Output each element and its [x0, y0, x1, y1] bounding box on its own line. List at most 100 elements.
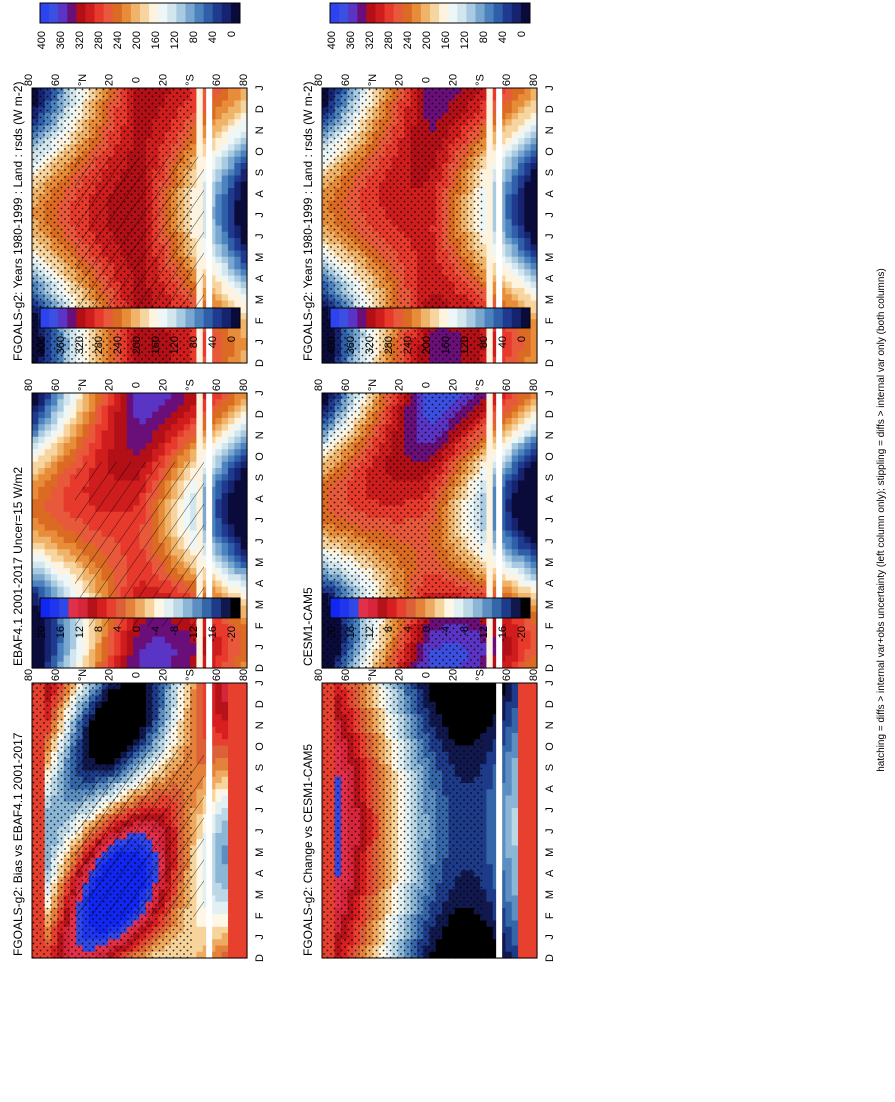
heatmap-cell	[38, 393, 46, 400]
heatmap-cell	[88, 393, 96, 400]
heatmap-cell	[240, 599, 248, 607]
heatmap-cell	[228, 169, 235, 177]
heatmap-cell	[524, 393, 532, 400]
heatmap-cell	[50, 474, 58, 482]
colorbar-swatch	[76, 308, 86, 328]
heatmap-cell	[228, 536, 235, 544]
heatmap-cell	[69, 418, 77, 425]
heatmap-cell	[221, 156, 229, 164]
heatmap-cell	[530, 169, 538, 177]
heatmap-cell	[63, 530, 71, 538]
heatmap-cell	[215, 536, 223, 544]
heatmap-cell	[511, 106, 519, 114]
heatmap-cell	[518, 188, 525, 195]
month-tick-label: S	[544, 169, 556, 176]
heatmap-cell	[215, 163, 223, 170]
heatmap-cell	[164, 418, 172, 425]
heatmap-cell	[524, 350, 532, 358]
heatmap-cell	[499, 231, 506, 239]
heatmap-cell	[480, 113, 488, 120]
heatmap-cell	[38, 530, 46, 538]
heatmap-cell	[228, 163, 235, 170]
heatmap-cell	[196, 344, 204, 352]
heatmap-cell	[76, 643, 84, 650]
heatmap-cell	[95, 430, 103, 438]
heatmap-cell	[69, 536, 77, 544]
heatmap-cell	[234, 250, 242, 258]
month-tick-label: A	[254, 274, 266, 282]
heatmap-cell	[511, 225, 519, 233]
heatmap-cell	[486, 250, 494, 258]
heatmap-cell	[524, 88, 532, 95]
heatmap-cell	[240, 100, 248, 108]
heatmap-cell	[57, 549, 65, 557]
heatmap-cell	[221, 486, 229, 494]
heatmap-cell	[505, 138, 513, 145]
heatmap-cell	[486, 144, 494, 152]
heatmap-cell	[38, 561, 46, 569]
heatmap-cell	[171, 399, 179, 407]
heatmap-cell	[228, 518, 235, 525]
heatmap-cell	[518, 344, 525, 352]
missing-band	[496, 88, 503, 363]
heatmap-cell	[215, 100, 223, 108]
heatmap-cell	[221, 536, 229, 544]
colorbar-swatch	[366, 3, 376, 23]
heatmap-cell	[486, 119, 494, 127]
heatmap-cell	[228, 393, 235, 400]
heatmap-cell	[44, 643, 52, 650]
heatmap-cell	[215, 468, 223, 475]
colorbar-swatch	[103, 308, 114, 328]
heatmap-cell	[524, 331, 532, 339]
heatmap-cell	[221, 586, 229, 594]
heatmap-cell	[38, 630, 46, 638]
heatmap-cell	[228, 568, 235, 575]
heatmap-cell	[486, 393, 494, 400]
heatmap-cell	[196, 661, 204, 669]
heatmap-cell	[63, 618, 71, 625]
heatmap-cell	[221, 300, 229, 308]
month-tick-label: A	[254, 494, 266, 502]
lat-tick-label: 20	[394, 74, 406, 86]
heatmap-cell	[505, 213, 513, 220]
heatmap-cell	[511, 269, 519, 277]
colorbar-tick-label: 120	[459, 31, 471, 49]
heatmap-cell	[57, 486, 65, 494]
colorbar-swatch	[212, 3, 223, 23]
colorbar-tick-label: 240	[402, 31, 414, 49]
colorbar: 400 360 320 280 240 200 160 120 80 40 0	[326, 2, 531, 49]
heatmap-cell	[164, 443, 172, 450]
heatmap-cell	[505, 144, 513, 152]
colorbar-swatch	[167, 3, 177, 23]
heatmap-cell	[107, 636, 115, 644]
heatmap-cell	[215, 511, 223, 519]
heatmap-cell	[209, 256, 216, 264]
heatmap-cell	[107, 630, 115, 638]
heatmap-cell	[209, 169, 216, 177]
heatmap-cell	[221, 449, 229, 457]
heatmap-cell	[221, 618, 229, 625]
heatmap-cell	[530, 443, 538, 450]
heatmap-cell	[221, 125, 229, 133]
heatmap-cell	[57, 393, 65, 400]
heatmap-cell	[524, 269, 532, 277]
heatmap-cell	[209, 499, 216, 507]
heatmap-cell	[228, 455, 235, 463]
heatmap-cell	[32, 418, 39, 425]
heatmap-cell	[530, 306, 538, 314]
heatmap-cell	[57, 636, 65, 644]
heatmap-cell	[152, 649, 160, 657]
colorbar-swatch	[348, 3, 358, 23]
heatmap-cell	[234, 530, 242, 538]
heatmap-cell	[152, 393, 160, 400]
month-tick-label: D	[254, 664, 266, 672]
heatmap-cell	[511, 125, 519, 133]
colorbar-tick-label: 160	[150, 31, 162, 49]
heatmap-cell	[240, 94, 248, 102]
heatmap-cell	[228, 461, 235, 469]
heatmap-cell	[209, 88, 216, 95]
heatmap-cell	[486, 325, 494, 333]
heatmap-cell	[38, 511, 46, 519]
heatmap-cell	[524, 281, 532, 289]
heatmap-cell	[57, 649, 65, 657]
